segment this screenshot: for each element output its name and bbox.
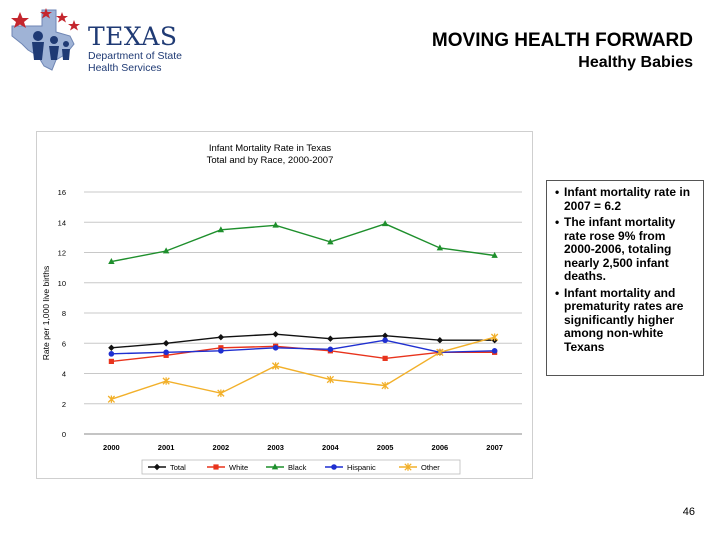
data-point-black xyxy=(436,244,444,251)
series-black xyxy=(108,220,498,264)
data-point-other xyxy=(217,389,225,397)
data-point-hispanic xyxy=(218,348,224,354)
legend-item-white: White xyxy=(207,463,248,472)
line-chart: Infant Mortality Rate in Texas Total and… xyxy=(41,143,522,475)
series-line-black xyxy=(111,223,495,263)
y-axis-label: Rate per 1,000 live births xyxy=(41,266,51,361)
data-point-other xyxy=(107,395,116,403)
legend-label: Other xyxy=(421,463,440,472)
slide-subtitle: Healthy Babies xyxy=(578,54,693,71)
data-point-other xyxy=(490,333,499,341)
y-tick-label: 6 xyxy=(62,339,66,348)
data-point-hispanic xyxy=(272,344,279,351)
y-tick-label: 2 xyxy=(62,400,66,409)
legend-item-other: Other xyxy=(399,463,440,472)
legend-label: Hispanic xyxy=(347,463,376,472)
x-tick-label: 2002 xyxy=(213,443,230,452)
bullet-item: Infant mortality rate in 2007 = 6.2 xyxy=(555,185,697,213)
data-point-other xyxy=(436,348,444,357)
chart-subtitle: Total and by Race, 2000-2007 xyxy=(207,155,334,166)
bullet-item: The infant mortality rate rose 9% from 2… xyxy=(555,215,697,284)
data-point-black xyxy=(217,226,225,233)
y-tick-label: 4 xyxy=(62,370,66,379)
bullet-item: Infant mortality and prematurity rates a… xyxy=(555,286,697,355)
chart-title: Infant Mortality Rate in Texas xyxy=(209,143,332,154)
data-point-hispanic xyxy=(327,346,334,353)
legend-marker xyxy=(331,464,337,470)
data-point-total xyxy=(217,334,225,341)
legend-marker xyxy=(404,463,412,471)
page-number: 46 xyxy=(682,506,695,518)
data-point-black xyxy=(381,220,389,227)
y-tick-label: 8 xyxy=(62,309,66,318)
data-point-other xyxy=(326,375,335,384)
legend-item-hispanic: Hispanic xyxy=(325,463,376,472)
data-point-other xyxy=(162,377,170,385)
data-point-white xyxy=(218,345,224,351)
series-line-hispanic xyxy=(111,339,495,355)
legend-marker xyxy=(271,463,279,470)
data-point-white xyxy=(163,352,169,358)
data-point-hispanic xyxy=(491,348,498,354)
x-tick-label: 2001 xyxy=(158,443,175,452)
series-other xyxy=(107,333,499,403)
series-line-other xyxy=(111,336,495,400)
legend-label: Total xyxy=(170,463,186,472)
x-tick-label: 2003 xyxy=(267,443,284,452)
data-point-black xyxy=(162,247,170,254)
data-point-total xyxy=(381,332,389,339)
data-point-hispanic xyxy=(382,337,388,344)
y-tick-label: 14 xyxy=(58,218,66,227)
data-point-hispanic xyxy=(108,351,115,357)
series-line-total xyxy=(111,333,495,349)
key-facts-box: Infant mortality rate in 2007 = 6.2 The … xyxy=(546,180,704,376)
texas-star-family-icon xyxy=(11,8,80,71)
x-tick-label: 2007 xyxy=(486,443,503,452)
data-point-black xyxy=(491,251,498,258)
data-point-black xyxy=(272,221,279,228)
y-tick-label: 10 xyxy=(58,279,66,288)
legend-label: Black xyxy=(288,463,307,472)
slide-title: MOVING HEALTH FORWARD xyxy=(431,30,693,51)
data-point-total xyxy=(272,330,279,338)
dshs-logo: TEXAS Department of State Health Service… xyxy=(8,6,198,76)
data-point-white xyxy=(382,355,388,361)
data-point-black xyxy=(327,238,334,245)
data-point-black xyxy=(108,257,115,264)
y-tick-label: 16 xyxy=(58,188,66,197)
data-point-other xyxy=(381,381,389,390)
x-tick-label: 2005 xyxy=(377,443,394,452)
data-point-total xyxy=(436,337,444,344)
data-point-hispanic xyxy=(163,349,169,356)
legend-label: White xyxy=(229,463,248,472)
y-tick-label: 0 xyxy=(62,430,66,439)
legend-marker xyxy=(213,464,219,470)
x-tick-label: 2004 xyxy=(322,443,340,452)
data-point-total xyxy=(108,344,115,351)
logo-department-name: Department of State Health Services xyxy=(88,50,182,74)
x-tick-label: 2006 xyxy=(432,443,449,452)
chart-panel: Infant Mortality Rate in Texas Total and… xyxy=(36,131,533,479)
x-tick-label: 2000 xyxy=(103,443,120,452)
y-tick-label: 12 xyxy=(58,249,66,258)
legend-item-black: Black xyxy=(266,463,307,472)
legend-box xyxy=(141,459,461,475)
data-point-other xyxy=(271,362,280,370)
data-point-white xyxy=(108,358,114,364)
data-point-total xyxy=(162,340,170,347)
data-point-total xyxy=(327,335,334,342)
logo-wordmark: TEXAS xyxy=(88,22,178,51)
